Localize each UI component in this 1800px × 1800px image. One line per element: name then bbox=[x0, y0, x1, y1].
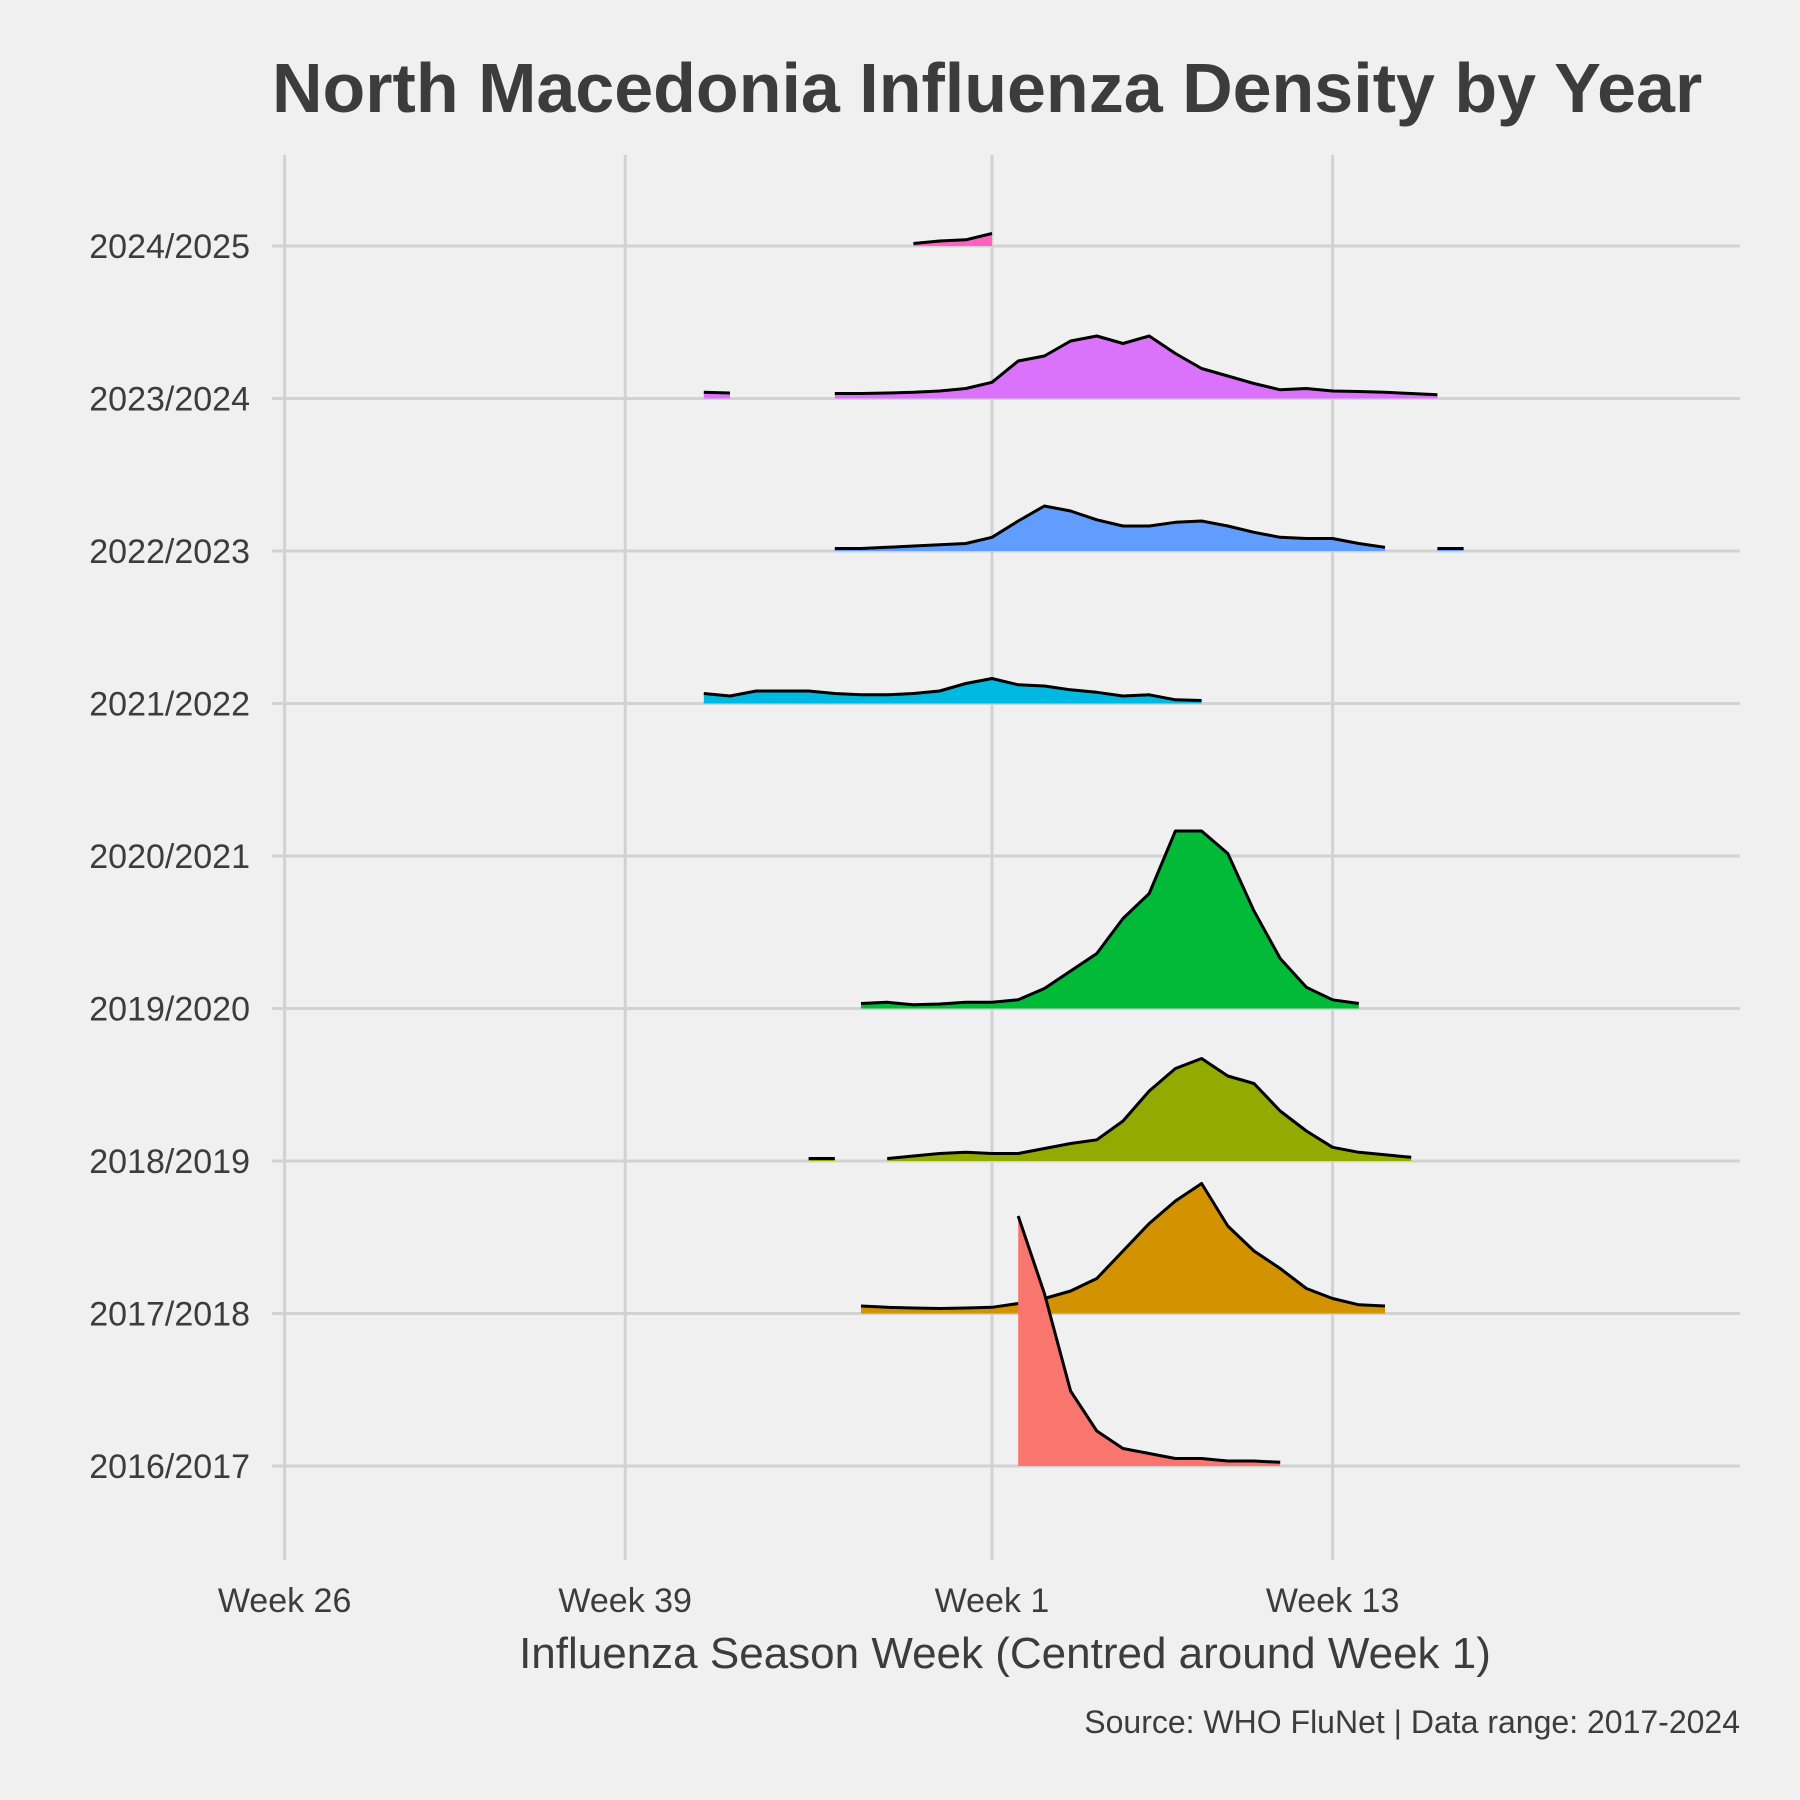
y-tick-label: 2023/2024 bbox=[89, 381, 250, 419]
y-tick-label: 2017/2018 bbox=[89, 1296, 250, 1334]
x-tick-labels: Week 26 Week 39 Week 1 Week 13 bbox=[218, 1582, 1400, 1620]
ridge-layer bbox=[703, 232, 1464, 1466]
y-tick-labels: 2016/2017 2017/2018 2018/2019 2019/2020 2020… bbox=[89, 228, 250, 1486]
x-tick-label: Week 13 bbox=[1266, 1582, 1400, 1620]
ridge-outline bbox=[860, 1182, 1386, 1310]
ridge-series bbox=[703, 677, 1202, 704]
chart-title: North Macedonia Influenza Density by Yea… bbox=[272, 49, 1702, 127]
ridge-series bbox=[860, 829, 1360, 1009]
ridge-outline bbox=[913, 232, 993, 245]
x-tick-label: Week 39 bbox=[558, 1582, 692, 1620]
ridge-outline bbox=[860, 829, 1360, 1007]
ridge-area bbox=[1018, 1216, 1281, 1466]
ridge-outline bbox=[834, 334, 1438, 397]
ridge-outline bbox=[834, 504, 1386, 550]
ridge-series bbox=[808, 1057, 1412, 1161]
ridge-area bbox=[834, 506, 1385, 551]
ridge-outline bbox=[1016, 1215, 1281, 1464]
ridge-outline bbox=[887, 1057, 1412, 1160]
ridge-series bbox=[860, 1182, 1386, 1314]
ridge-area bbox=[861, 831, 1359, 1009]
y-tick-label: 2021/2022 bbox=[89, 686, 250, 724]
ridge-area bbox=[834, 336, 1438, 399]
x-tick-label: Week 26 bbox=[218, 1582, 352, 1620]
ridge-area bbox=[703, 678, 1202, 704]
y-tick-label: 2018/2019 bbox=[89, 1143, 250, 1181]
ridge-series bbox=[834, 504, 1464, 551]
ridge-outline bbox=[703, 390, 731, 395]
x-tick-label: Week 1 bbox=[935, 1582, 1050, 1620]
y-tick-label: 2019/2020 bbox=[89, 991, 250, 1029]
x-axis-title: Influenza Season Week (Centred around We… bbox=[519, 1629, 1491, 1678]
ridge-outline bbox=[703, 677, 1202, 702]
ridge-series bbox=[913, 232, 993, 246]
y-tick-label: 2016/2017 bbox=[89, 1448, 250, 1486]
chart-caption: Source: WHO FluNet | Data range: 2017-20… bbox=[1084, 1704, 1740, 1740]
y-tick-label: 2022/2023 bbox=[89, 533, 250, 571]
y-tick-label: 2020/2021 bbox=[89, 838, 250, 876]
ridge-series bbox=[1016, 1215, 1281, 1466]
ridge-area bbox=[861, 1183, 1385, 1314]
y-tick-label: 2024/2025 bbox=[89, 228, 250, 266]
ridge-area bbox=[887, 1058, 1412, 1161]
ridge-series bbox=[703, 334, 1438, 399]
